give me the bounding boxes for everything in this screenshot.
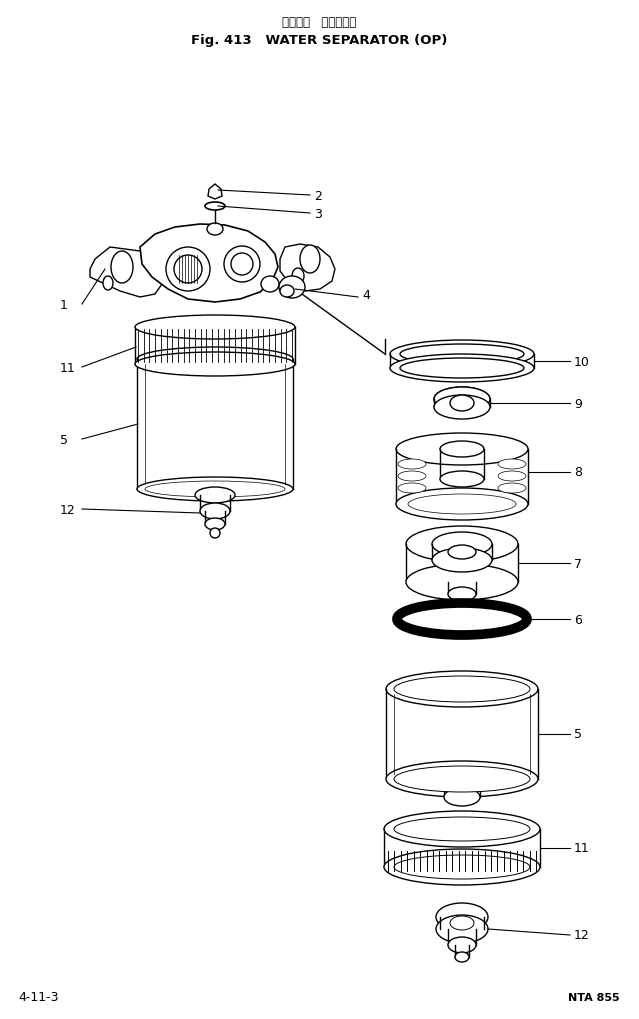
Ellipse shape [408,494,516,515]
Text: 10: 10 [574,356,590,368]
Ellipse shape [450,395,474,412]
Ellipse shape [386,672,538,707]
Ellipse shape [261,277,279,292]
Ellipse shape [224,247,260,282]
Polygon shape [90,248,165,298]
Ellipse shape [398,484,426,493]
Ellipse shape [292,269,304,284]
Text: 2: 2 [314,190,322,203]
Text: 6: 6 [574,612,582,626]
Ellipse shape [205,519,225,531]
Ellipse shape [444,789,480,806]
Ellipse shape [145,482,285,497]
Ellipse shape [207,224,223,235]
Ellipse shape [434,387,490,412]
Ellipse shape [398,472,426,482]
Text: 5: 5 [60,433,68,446]
Ellipse shape [390,340,534,369]
Polygon shape [280,245,335,291]
Ellipse shape [205,203,225,211]
Ellipse shape [394,766,530,792]
Ellipse shape [498,484,526,493]
Ellipse shape [455,952,469,962]
Ellipse shape [135,353,295,377]
Ellipse shape [137,478,293,501]
Text: Fig. 413   WATER SEPARATOR (OP): Fig. 413 WATER SEPARATOR (OP) [191,34,447,47]
Text: NTA 855: NTA 855 [568,993,620,1002]
Ellipse shape [384,811,540,847]
Ellipse shape [200,503,230,520]
Text: 5: 5 [574,728,582,741]
Ellipse shape [195,487,235,503]
Ellipse shape [448,587,476,601]
Ellipse shape [210,529,220,538]
Ellipse shape [384,849,540,886]
Ellipse shape [111,252,133,283]
Ellipse shape [400,344,524,365]
Ellipse shape [432,533,492,556]
Ellipse shape [396,488,528,521]
Ellipse shape [407,610,517,629]
Ellipse shape [174,256,202,283]
Ellipse shape [396,433,528,466]
Text: 9: 9 [574,397,582,410]
Ellipse shape [440,441,484,458]
Ellipse shape [436,915,488,943]
Ellipse shape [448,937,476,953]
Text: 8: 8 [574,466,582,479]
Ellipse shape [434,387,490,412]
Ellipse shape [498,460,526,470]
Ellipse shape [400,359,524,379]
Text: ウォータ   セパレータ: ウォータ セパレータ [282,15,356,29]
Ellipse shape [279,277,305,299]
Ellipse shape [398,460,426,470]
Text: 1: 1 [60,299,68,311]
Text: 11: 11 [60,361,76,374]
Ellipse shape [434,395,490,420]
Ellipse shape [231,254,253,276]
Ellipse shape [137,347,293,372]
Ellipse shape [135,316,295,339]
Ellipse shape [406,527,518,562]
Text: 12: 12 [60,503,76,516]
Ellipse shape [448,545,476,559]
Ellipse shape [386,761,538,797]
Ellipse shape [406,565,518,600]
Ellipse shape [450,916,474,930]
Polygon shape [140,225,278,303]
Ellipse shape [280,285,294,298]
Ellipse shape [394,817,530,841]
Ellipse shape [498,472,526,482]
Ellipse shape [394,677,530,702]
Ellipse shape [166,248,210,291]
Ellipse shape [436,903,488,931]
Ellipse shape [300,246,320,274]
Text: 3: 3 [314,207,322,220]
Text: 4: 4 [362,288,370,302]
Ellipse shape [432,548,492,573]
Ellipse shape [390,355,534,382]
Ellipse shape [394,855,530,879]
Text: 12: 12 [574,928,590,942]
Text: 4-11-3: 4-11-3 [18,990,59,1004]
Ellipse shape [440,472,484,487]
Text: 7: 7 [574,557,582,570]
Text: 11: 11 [574,842,590,855]
Ellipse shape [103,277,113,290]
Polygon shape [208,184,222,200]
